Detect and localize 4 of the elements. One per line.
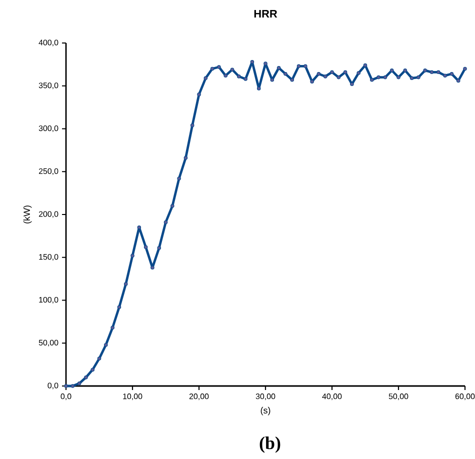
x-axis-title: (s) xyxy=(260,406,270,416)
chart-title: HRR xyxy=(254,10,278,18)
text: (b) xyxy=(260,436,280,453)
y-axis-title: (kW) xyxy=(23,206,32,224)
